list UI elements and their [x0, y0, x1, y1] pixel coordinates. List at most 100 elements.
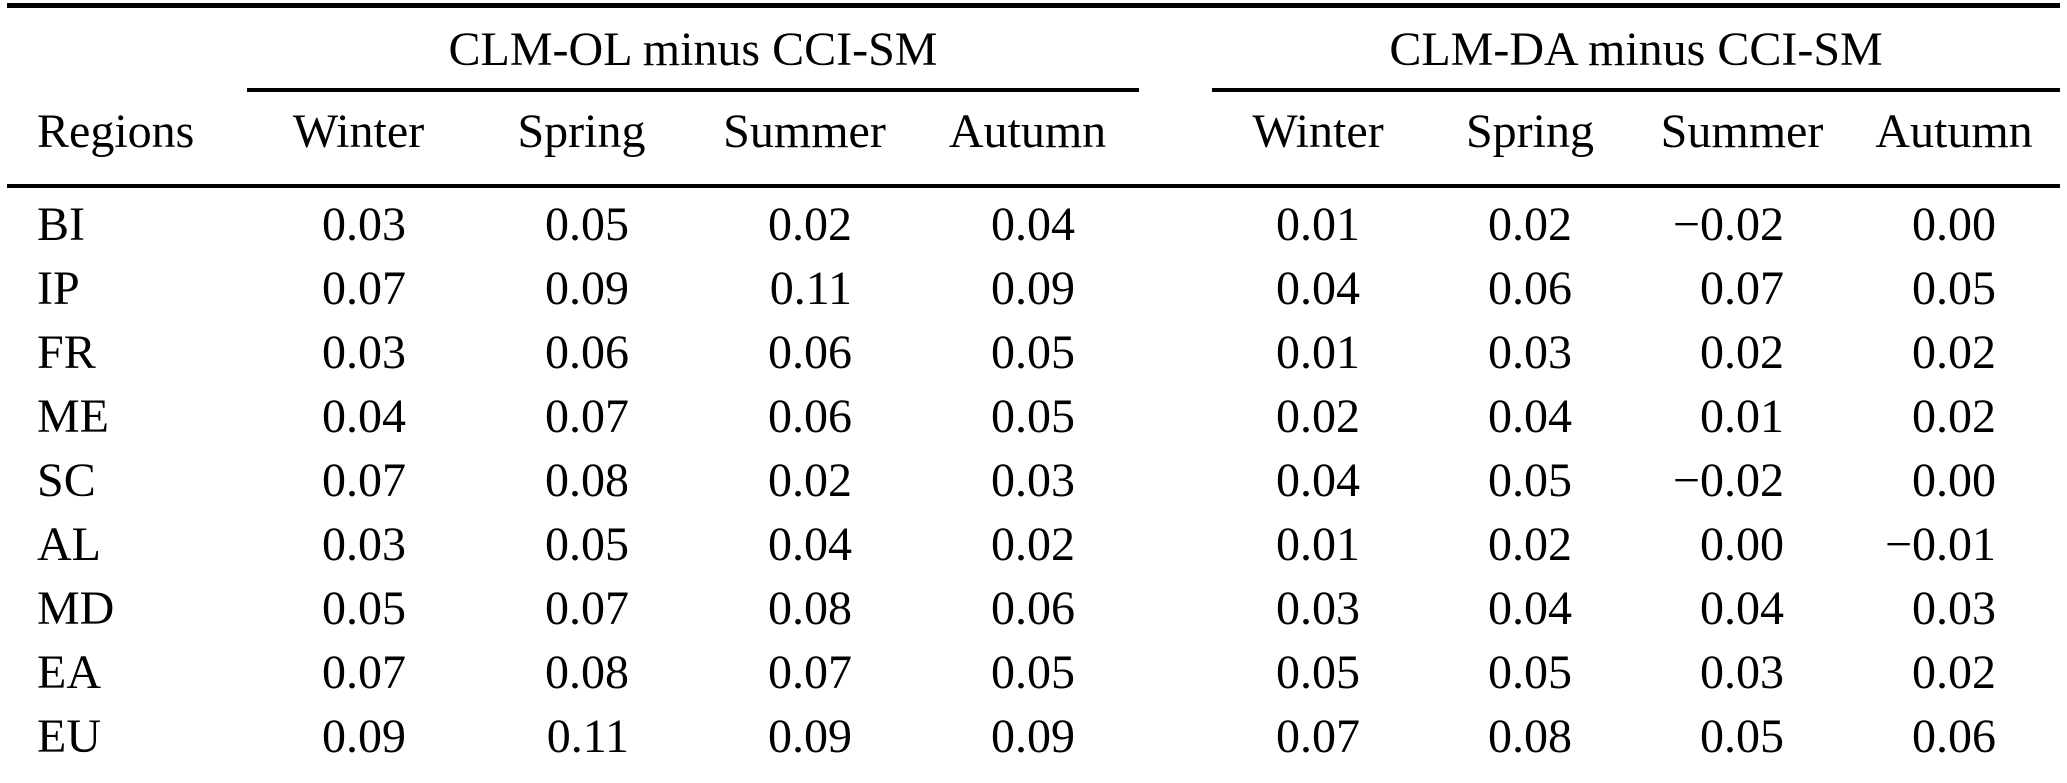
regions-column-header: Regions: [7, 90, 247, 188]
value-cell: 0.06: [1912, 710, 1997, 763]
column-gap: [1139, 641, 1212, 705]
column-gap: [1139, 321, 1212, 385]
value-cell: 0.02: [1276, 390, 1360, 443]
value-cell: 0.00: [1700, 518, 1784, 571]
value-cell: 0.05: [991, 390, 1075, 443]
value-cell: 0.04: [1488, 582, 1572, 635]
value-cell: 0.07: [1700, 262, 1784, 315]
value-cell: 0.02: [1912, 646, 1997, 699]
value-cell: 0.07: [322, 262, 406, 315]
season-header-spring: Spring: [1424, 90, 1636, 188]
value-cell: 0.01: [1276, 518, 1360, 571]
value-cell: 0.05: [1488, 454, 1572, 507]
value-cell: 0.05: [545, 198, 629, 251]
value-cell: 0.05: [991, 646, 1075, 699]
value-cell: 0.05: [1700, 710, 1784, 763]
value-cell: 0.05: [545, 518, 629, 571]
group-header-clm-da: CLM-DA minus CCI-SM: [1212, 5, 2061, 92]
value-cell: 0.00: [1912, 198, 1997, 251]
value-cell: 0.05: [322, 582, 406, 635]
value-cell: 0.04: [322, 390, 406, 443]
region-cell: MD: [37, 582, 115, 635]
season-header-winter: Winter: [247, 90, 470, 188]
value-cell: 0.02: [1700, 326, 1784, 379]
value-cell: 0.04: [991, 198, 1075, 251]
table-row: SC 0.07 0.08 0.02 0.03 0.04 0.05 −0.02 0…: [7, 449, 2060, 513]
value-cell: 0.07: [545, 582, 629, 635]
empty-corner-cell: [7, 6, 247, 91]
value-cell: 0.03: [322, 198, 406, 251]
value-cell: 0.02: [1488, 518, 1572, 571]
value-cell: 0.06: [991, 582, 1075, 635]
table-row: FR 0.03 0.06 0.06 0.05 0.01 0.03 0.02 0.…: [7, 321, 2060, 385]
value-cell: 0.01: [1700, 390, 1784, 443]
region-cell: FR: [37, 326, 96, 379]
seasonal-bias-table: CLM-OL minus CCI-SM CLM-DA minus CCI-SM …: [7, 3, 2061, 783]
value-cell: 0.02: [768, 454, 852, 507]
value-cell: 0.07: [1276, 710, 1360, 763]
value-cell: 0.02: [1488, 198, 1572, 251]
region-cell: IP: [37, 262, 80, 315]
group-header-clm-ol: CLM-OL minus CCI-SM: [247, 5, 1139, 92]
value-cell: 0.09: [991, 710, 1075, 763]
value-cell: 0.06: [768, 326, 852, 379]
column-gap: [1139, 385, 1212, 449]
season-header-autumn: Autumn: [1848, 90, 2061, 188]
value-cell: 0.08: [1488, 710, 1572, 763]
value-cell: −0.01: [1884, 518, 1997, 571]
value-cell: 0.00: [1912, 454, 1997, 507]
table-row: IP 0.07 0.09 0.11 0.09 0.04 0.06 0.07 0.…: [7, 257, 2060, 321]
group-header-row: CLM-OL minus CCI-SM CLM-DA minus CCI-SM: [7, 5, 2061, 92]
value-cell: 0.11: [546, 710, 629, 763]
value-cell: 0.04: [768, 518, 852, 571]
value-cell: 0.02: [768, 198, 852, 251]
column-gap: [1139, 186, 1212, 257]
value-cell: 0.05: [1488, 646, 1572, 699]
table-row: EU 0.09 0.11 0.09 0.09 0.07 0.08 0.05 0.…: [7, 705, 2060, 783]
region-cell: BI: [37, 198, 85, 251]
value-cell: −0.02: [1672, 198, 1784, 251]
region-cell: ME: [37, 390, 109, 443]
value-cell: 0.08: [545, 454, 629, 507]
value-cell: 0.07: [768, 646, 852, 699]
value-cell: 0.07: [545, 390, 629, 443]
value-cell: 0.08: [768, 582, 852, 635]
value-cell: 0.04: [1700, 582, 1784, 635]
value-cell: 0.02: [1912, 390, 1997, 443]
column-gap: [1139, 257, 1212, 321]
column-gap: [1139, 513, 1212, 577]
column-gap: [1139, 90, 1212, 188]
value-cell: 0.04: [1276, 262, 1360, 315]
value-cell: 0.04: [1488, 390, 1572, 443]
season-header-spring: Spring: [470, 90, 693, 188]
value-cell: 0.11: [769, 262, 852, 315]
value-cell: 0.03: [1276, 582, 1360, 635]
column-gap: [1139, 6, 1212, 91]
value-cell: 0.01: [1276, 326, 1360, 379]
table-row: AL 0.03 0.05 0.04 0.02 0.01 0.02 0.00 −0…: [7, 513, 2060, 577]
season-header-winter: Winter: [1212, 90, 1424, 188]
value-cell: −0.02: [1672, 454, 1784, 507]
value-cell: 0.09: [991, 262, 1075, 315]
season-header-summer: Summer: [693, 90, 916, 188]
column-gap: [1139, 449, 1212, 513]
value-cell: 0.09: [545, 262, 629, 315]
value-cell: 0.03: [991, 454, 1075, 507]
season-header-row: Regions Winter Spring Summer Autumn Wint…: [7, 90, 2061, 188]
value-cell: 0.09: [768, 710, 852, 763]
value-cell: 0.03: [322, 518, 406, 571]
table-row: BI 0.03 0.05 0.02 0.04 0.01 0.02 −0.02 0…: [7, 186, 2060, 257]
value-cell: 0.04: [1276, 454, 1360, 507]
value-cell: 0.02: [1912, 326, 1997, 379]
region-cell: SC: [37, 454, 96, 507]
value-cell: 0.01: [1276, 198, 1360, 251]
table-row: MD 0.05 0.07 0.08 0.06 0.03 0.04 0.04 0.…: [7, 577, 2060, 641]
value-cell: 0.03: [1488, 326, 1572, 379]
value-cell: 0.03: [1912, 582, 1997, 635]
paper-page: CLM-OL minus CCI-SM CLM-DA minus CCI-SM …: [0, 3, 2067, 783]
season-header-autumn: Autumn: [916, 90, 1139, 188]
value-cell: 0.02: [991, 518, 1075, 571]
value-cell: 0.03: [322, 326, 406, 379]
region-cell: EA: [37, 646, 101, 699]
value-cell: 0.05: [991, 326, 1075, 379]
